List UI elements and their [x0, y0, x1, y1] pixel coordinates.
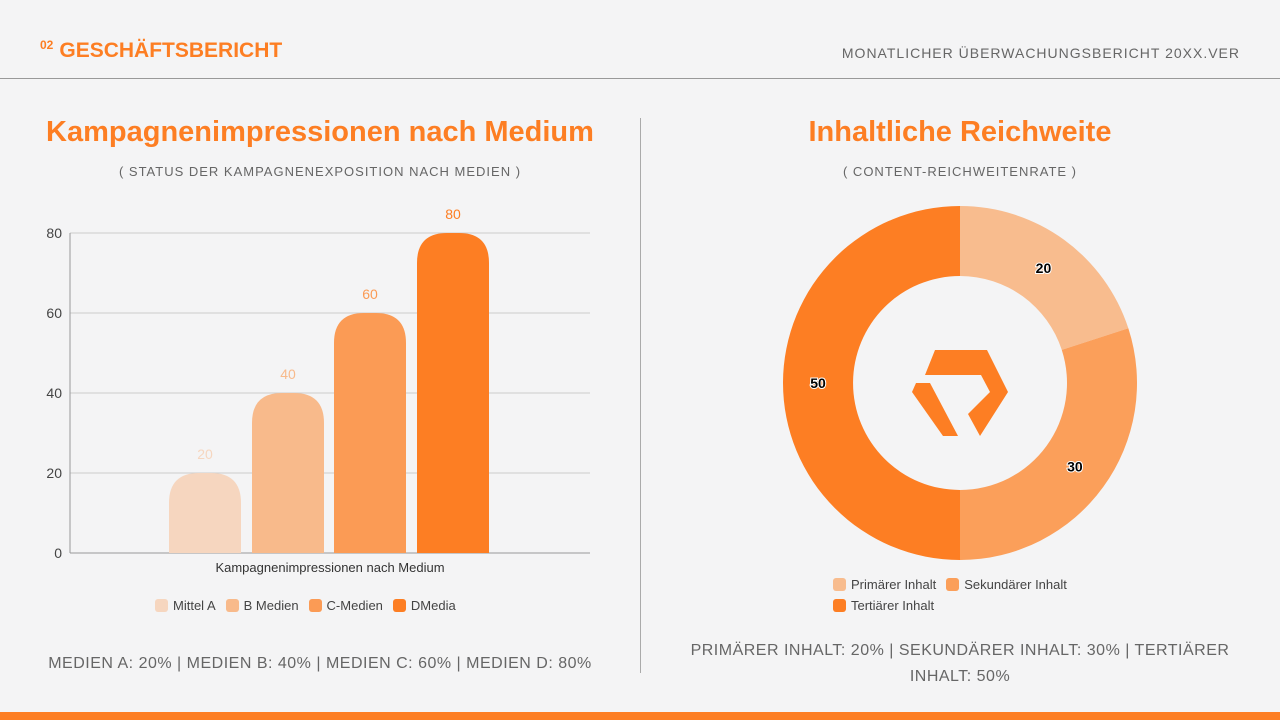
legend-label: B Medien [243, 598, 299, 613]
bar-data-label: 60 [362, 286, 378, 302]
legend-item: Tertiärer Inhalt [833, 598, 934, 613]
section-title: 02 GESCHÄFTSBERICHT [40, 38, 282, 63]
section-title-text: GESCHÄFTSBERICHT [59, 39, 283, 62]
bar-chart-subtitle: ( STATUS DER KAMPAGNENEXPOSITION NACH ME… [118, 164, 522, 179]
report-title: MONATLICHER ÜBERWACHUNGSBERICHT 20XX.VER [841, 45, 1240, 61]
bar-chart: 0 20 40 60 80 20 40 60 80 Kampagnenimpressionen n… [46, 206, 590, 575]
legend-item: DMedia [392, 598, 456, 613]
bar-data-label: 40 [280, 366, 296, 382]
donut-summary: PRIMÄRER INHALT: 20% | SEKUNDÄRER INHALT… [690, 642, 1230, 685]
donut-slice-1 [960, 206, 1129, 350]
slice-data-label: 50 [810, 375, 826, 391]
donut-chart: 20 30 50 [783, 206, 1137, 560]
y-tick-label: 80 [46, 225, 62, 241]
section-number: 02 [40, 38, 54, 52]
y-tick-label: 0 [54, 545, 62, 561]
bar-dmedia [417, 233, 489, 553]
legend-item: Primärer Inhalt [833, 577, 936, 592]
legend-label: Sekundärer Inhalt [964, 577, 1067, 592]
legend-swatch [392, 599, 406, 612]
bar-c-medien [334, 313, 406, 553]
legend-label: DMedia [410, 598, 456, 613]
footer-bar [0, 712, 1280, 720]
legend-item: Sekundärer Inhalt [946, 577, 1067, 592]
y-tick-label: 60 [46, 305, 62, 321]
legend-label: Tertiärer Inhalt [851, 598, 935, 613]
legend-item: C-Medien [308, 598, 383, 613]
bar-summary: MEDIEN A: 20% | MEDIEN B: 40% | MEDIEN C… [48, 655, 592, 672]
legend-item: Mittel A [155, 598, 216, 613]
column-divider [640, 118, 641, 673]
legend-swatch [155, 599, 168, 612]
slice-data-label: 30 [1067, 458, 1083, 474]
legend-label: Primärer Inhalt [851, 577, 937, 592]
logo-left-piece [912, 383, 958, 436]
bar-mittel-a [169, 473, 241, 553]
donut-slice-2 [960, 328, 1137, 560]
legend-label: Mittel A [173, 598, 216, 613]
legend-swatch [308, 599, 322, 612]
bar-chart-title: Kampagnenimpressionen nach Medium [46, 116, 594, 148]
legend-swatch [225, 599, 239, 612]
donut-chart-title: Inhaltliche Reichweite [808, 116, 1112, 148]
y-tick-label: 40 [46, 385, 62, 401]
y-tick-label: 20 [46, 465, 62, 481]
bar-data-label: 20 [197, 446, 213, 462]
bar-legend: Mittel A B Medien C-Medien DMedia [155, 598, 456, 613]
slice-data-label: 20 [1036, 260, 1052, 276]
legend-label: C-Medien [326, 598, 383, 613]
donut-chart-subtitle: ( CONTENT-REICHWEITENRATE ) [842, 164, 1078, 179]
legend-swatch [946, 578, 960, 591]
header-divider [0, 78, 1280, 79]
legend-item: B Medien [225, 598, 299, 613]
legend-swatch [833, 599, 846, 612]
donut-legend: Primärer Inhalt Sekundärer Inhalt Tertiäre… [833, 577, 1113, 613]
bar-data-label: 80 [445, 206, 461, 222]
logo-d-piece [925, 350, 1008, 436]
legend-swatch [833, 578, 846, 591]
bar-b-medien [252, 393, 324, 553]
donut-slice-3 [783, 206, 960, 560]
hexagon-logo-icon [912, 350, 1008, 436]
x-axis-label: Kampagnenimpressionen nach Medium [215, 560, 444, 575]
